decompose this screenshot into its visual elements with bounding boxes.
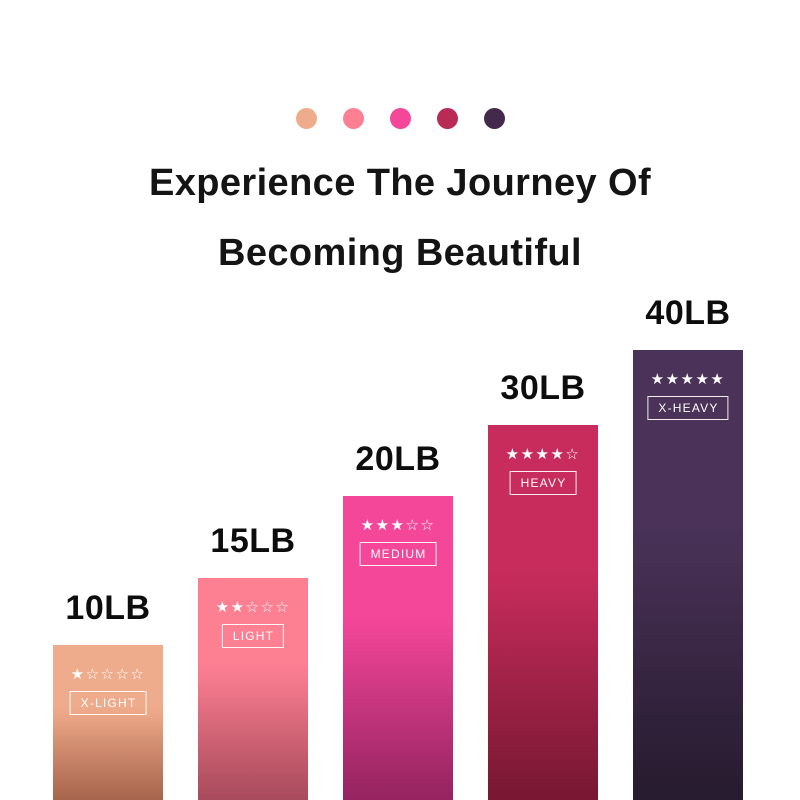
bar-fill — [633, 350, 743, 800]
bar-group-15lb[interactable]: 15LB ★★☆☆☆ LIGHT — [198, 521, 308, 800]
level-badge-10lb: X-LIGHT — [69, 691, 147, 715]
star-rating-15lb-icon: ★★☆☆☆ — [215, 599, 291, 616]
page-title-line-2: Becoming Beautiful — [217, 232, 582, 274]
bar-weight-label-30lb: 30LB — [500, 369, 586, 407]
bar-20lb[interactable]: ★★★☆☆ MEDIUM — [343, 496, 453, 800]
bar-fill — [198, 578, 308, 800]
dot-5-swatch-icon — [483, 108, 505, 129]
star-rating-10lb-icon: ★☆☆☆☆ — [70, 666, 146, 683]
dot-3-swatch-icon — [389, 108, 411, 129]
dot-1-swatch-icon — [295, 108, 317, 129]
bar-15lb[interactable]: ★★☆☆☆ LIGHT — [198, 578, 308, 800]
level-badge-15lb: LIGHT — [221, 624, 285, 648]
level-badge-40lb: X-HEAVY — [647, 396, 729, 420]
level-badge-20lb: MEDIUM — [359, 542, 437, 566]
bar-group-30lb[interactable]: 30LB ★★★★☆ HEAVY — [488, 368, 598, 800]
page-title: Experience The Journey Of Becoming Beaut… — [0, 148, 800, 288]
bar-fill — [53, 645, 163, 800]
bar-weight-label-15lb: 15LB — [210, 522, 296, 560]
bar-30lb[interactable]: ★★★★☆ HEAVY — [488, 425, 598, 800]
bar-fill — [488, 425, 598, 800]
page-title-line-1: Experience The Journey Of — [148, 162, 652, 204]
bar-10lb[interactable]: ★☆☆☆☆ X-LIGHT — [53, 645, 163, 800]
dot-2-swatch-icon — [342, 108, 364, 129]
bar-group-10lb[interactable]: 10LB ★☆☆☆☆ X-LIGHT — [53, 588, 163, 800]
star-rating-40lb-icon: ★★★★★ — [650, 371, 726, 388]
bar-group-20lb[interactable]: 20LB ★★★☆☆ MEDIUM — [343, 439, 453, 800]
bar-weight-label-40lb: 40LB — [645, 294, 731, 332]
bar-fill — [343, 496, 453, 800]
bar-weight-label-10lb: 10LB — [65, 589, 151, 627]
bar-40lb[interactable]: ★★★★★ X-HEAVY — [633, 350, 743, 800]
star-rating-30lb-icon: ★★★★☆ — [505, 446, 581, 463]
color-swatch-row — [0, 108, 800, 129]
star-rating-20lb-icon: ★★★☆☆ — [360, 517, 436, 534]
level-badge-30lb: HEAVY — [509, 471, 577, 495]
bar-group-40lb[interactable]: 40LB ★★★★★ X-HEAVY — [633, 293, 743, 800]
dot-4-swatch-icon — [436, 108, 458, 129]
bar-weight-label-20lb: 20LB — [355, 440, 441, 478]
